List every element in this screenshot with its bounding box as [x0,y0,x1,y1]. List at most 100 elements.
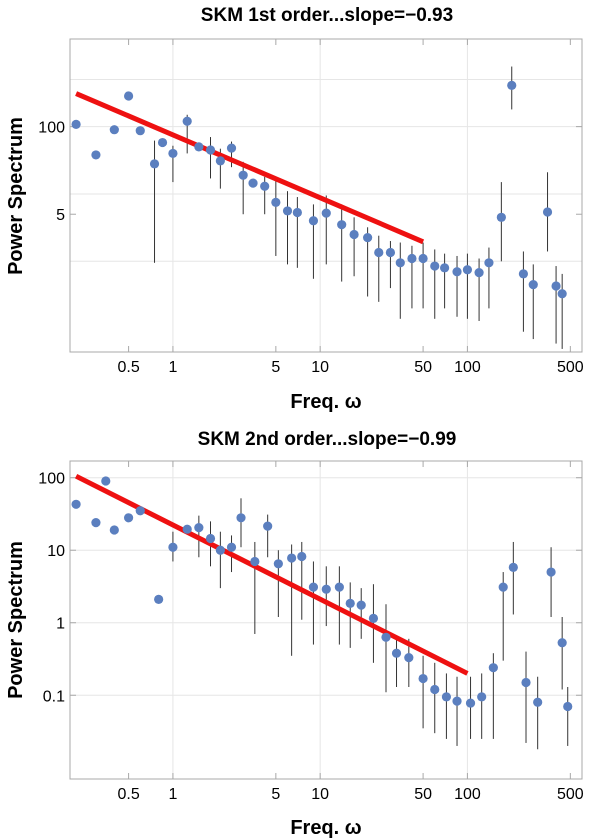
y-axis-label: Power Spectrum [5,117,27,275]
x-tick-label: 500 [557,786,584,803]
data-point [71,119,81,129]
data-point [418,673,428,684]
data-point [273,559,283,569]
data-point [123,91,134,101]
data-point [109,525,119,535]
data-point [430,684,440,695]
data-point [363,232,373,243]
x-tick-label: 100 [454,786,481,803]
y-tick-label: 0.1 [43,688,65,705]
data-point [337,220,347,230]
data-point [194,523,204,533]
data-point [123,513,134,523]
data-point [488,663,498,673]
data-point [282,206,293,216]
data-point [452,696,462,706]
x-tick-label: 0.5 [117,786,139,803]
data-point [182,524,192,534]
y-tick-label: 100 [38,471,65,488]
data-point [250,556,260,567]
data-point [182,116,192,126]
data-point [551,281,561,291]
data-point [226,143,237,153]
data-point [508,562,518,572]
data-point [154,594,164,604]
error-bars [154,66,563,349]
data-point [477,692,487,702]
data-point [496,212,506,222]
data-point [194,142,204,152]
data-point [349,229,359,240]
grid [70,461,582,779]
y-tick-label: 5 [56,207,65,224]
data-point [334,582,344,592]
plot-frame [69,460,583,780]
data-point [356,600,366,610]
data-point [260,181,270,191]
x-tick-label: 1 [168,786,177,803]
data-point [91,150,101,160]
data-point [287,553,297,563]
fit-line [74,473,469,676]
data-point [205,533,216,544]
data-point [109,125,119,135]
ticks: 0.5 1 5 10 50 100 500 100 10 1 0.1 [38,461,584,803]
data-point [149,159,160,169]
x-tick-label: 5 [271,786,280,803]
data-points [71,476,573,712]
data-point [308,582,319,592]
data-point [381,632,391,642]
data-point [441,692,452,702]
data-point [292,207,302,218]
chart-2nd-order: SKM 2nd order...slope=−0.99 0.5 1 5 10 50 100… [5,429,584,838]
data-point [374,247,384,258]
x-tick-label: 1 [168,359,177,376]
data-point [563,701,573,712]
data-point [391,648,402,658]
data-point [407,253,417,264]
data-point [557,289,567,299]
data-point [71,499,81,509]
data-point [395,258,405,268]
data-point [518,269,529,279]
x-tick-label: 10 [311,359,329,376]
data-point [215,545,225,555]
data-point [135,506,145,516]
data-point [271,197,281,207]
data-point [101,476,111,486]
ticks: 0.5 1 5 10 50 100 500 100 5 [38,39,584,376]
data-point [385,247,396,258]
data-point [236,513,246,523]
data-point [205,145,216,155]
data-point [368,613,379,623]
data-point [321,584,331,594]
y-axis-label: Power Spectrum [5,541,27,699]
x-tick-label: 10 [311,786,329,803]
chart-title: SKM 1st order...slope=−0.93 [201,5,453,26]
data-point [546,567,556,577]
data-point [321,208,331,218]
chart-title: SKM 2nd order...slope=−0.99 [198,429,457,450]
data-point [226,542,237,552]
data-point [484,258,494,268]
data-point [157,137,168,148]
data-point [528,280,538,290]
x-tick-label: 50 [414,786,432,803]
data-point [452,267,462,277]
x-tick-label: 5 [271,359,280,376]
data-point [135,126,145,136]
data-point [345,598,355,608]
data-point [542,207,553,217]
x-tick-label: 500 [557,359,584,376]
fit-line [75,91,425,245]
data-point [557,638,567,648]
data-point [404,653,414,663]
data-point [430,261,440,271]
data-point [521,677,531,688]
y-tick-label: 10 [47,543,65,560]
data-point [440,263,450,273]
data-point [462,265,473,275]
plot-frame [69,38,583,353]
data-point [248,178,258,188]
